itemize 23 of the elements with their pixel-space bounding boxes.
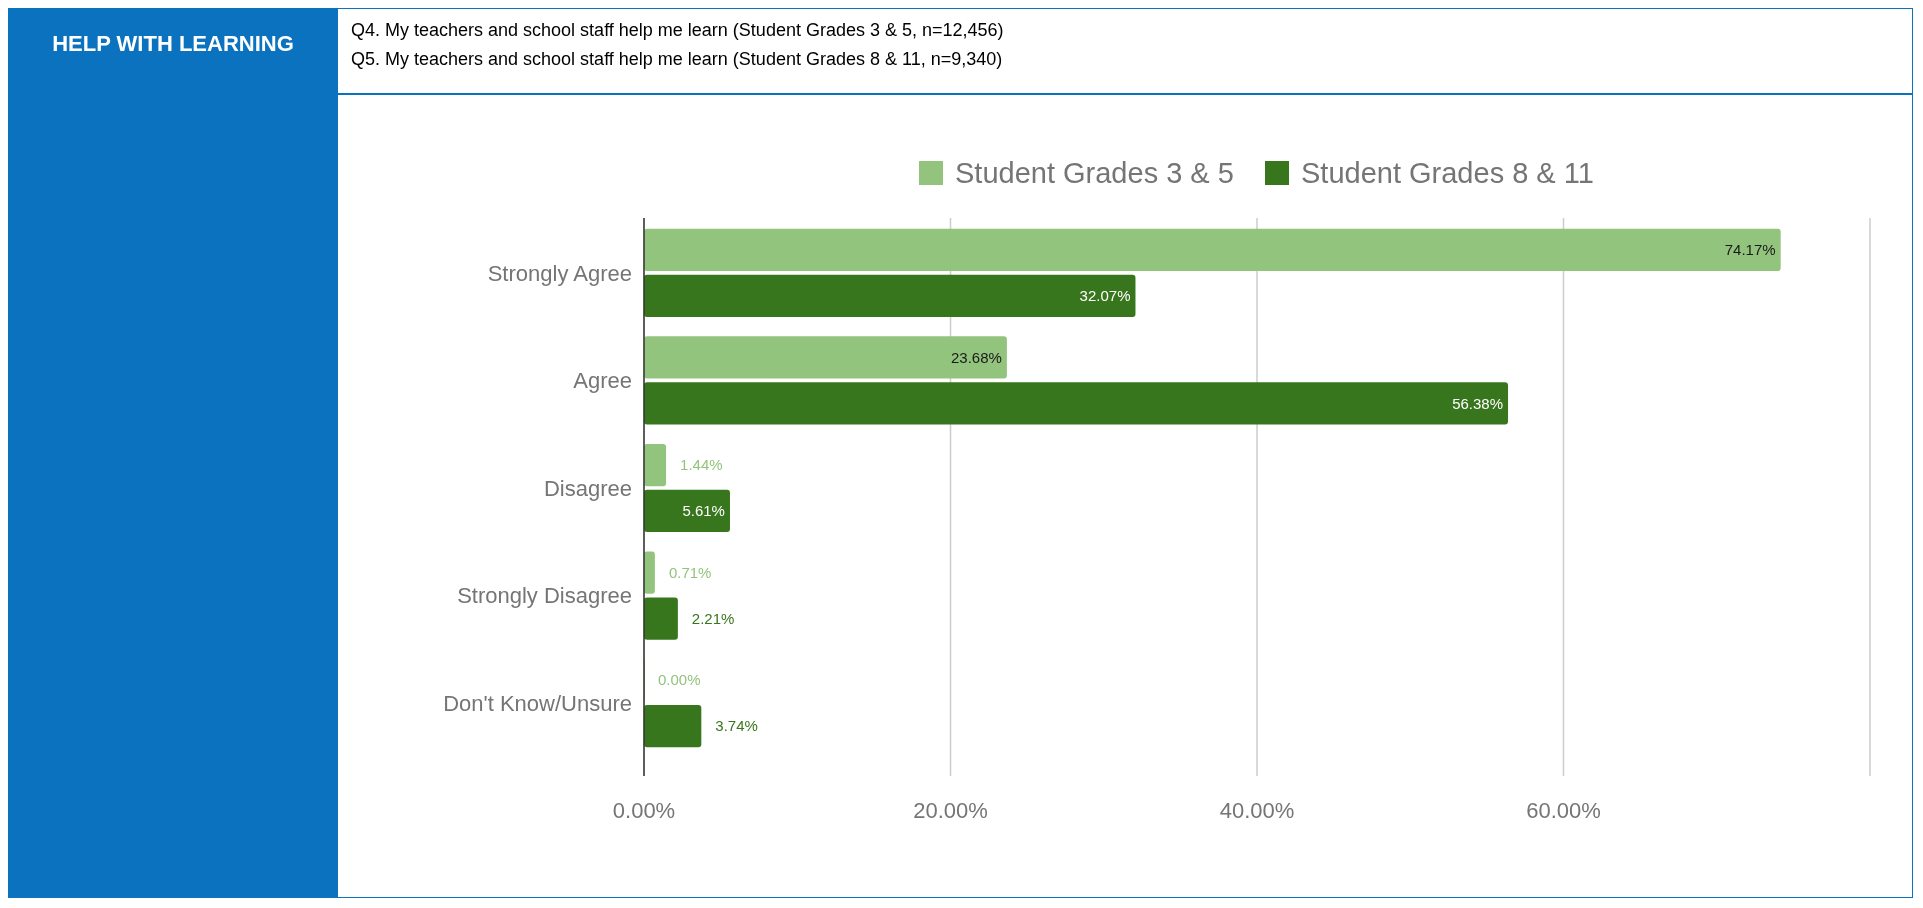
data-label: 0.00% xyxy=(658,671,701,689)
x-tick-label: 20.00% xyxy=(913,798,988,823)
data-label: 3.74% xyxy=(715,717,758,735)
data-label: 2.21% xyxy=(691,609,735,627)
y-tick-label: Strongly Agree xyxy=(487,260,632,286)
data-label: 1.44% xyxy=(680,456,723,474)
y-tick-label: Don't Know/Unsure xyxy=(443,690,632,716)
data-label: 0.71% xyxy=(668,563,712,581)
data-label: 32.07% xyxy=(1079,287,1131,305)
x-tick-label: 40.00% xyxy=(1219,798,1295,823)
y-tick-label: Disagree xyxy=(543,475,632,501)
x-tick-label: 60.00% xyxy=(1526,798,1601,823)
x-tick-label: 0.00% xyxy=(612,798,676,823)
legend-label: Student Grades 3 & 5 xyxy=(955,157,1234,190)
chart-subtitle: Q4. My teachers and school staff help me learn (Student Grades 3 & 5, n=12,456) Q5. My teachers and school staff help me learn (Student Grades 8 & 11, n=9,340) xyxy=(351,20,1004,69)
y-tick-label: Strongly Disagree xyxy=(457,583,632,609)
data-label: 5.61% xyxy=(682,502,725,520)
data-label: 23.68% xyxy=(951,348,1002,366)
y-tick-label: Agree xyxy=(573,368,632,394)
text: HELP WITH LEARNING xyxy=(52,31,294,56)
data-label: 56.38% xyxy=(1452,394,1504,412)
data-label: 74.17% xyxy=(1724,241,1776,259)
legend-label: Student Grades 8 & 11 xyxy=(1301,157,1594,190)
